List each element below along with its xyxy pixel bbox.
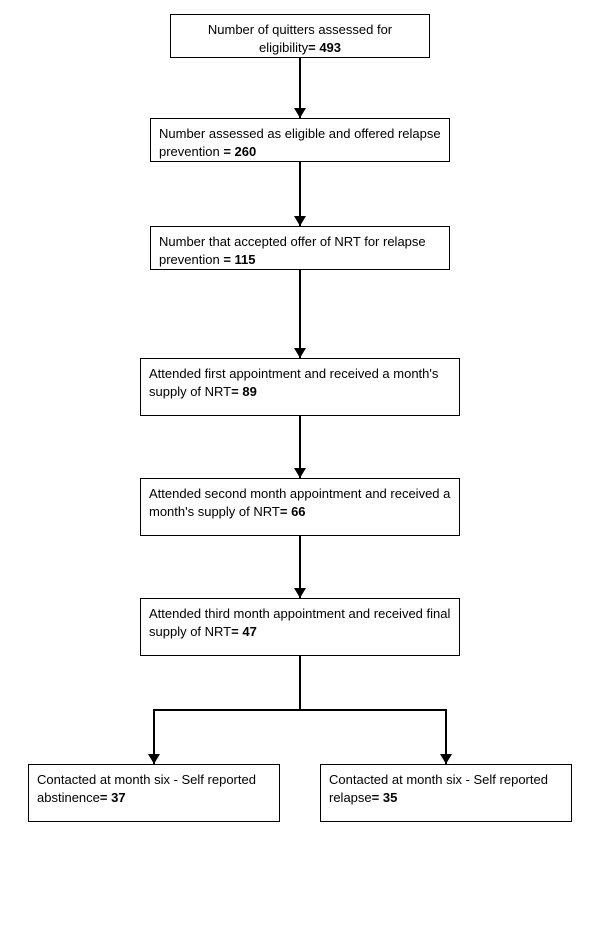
flow-arrow <box>0 0 600 943</box>
